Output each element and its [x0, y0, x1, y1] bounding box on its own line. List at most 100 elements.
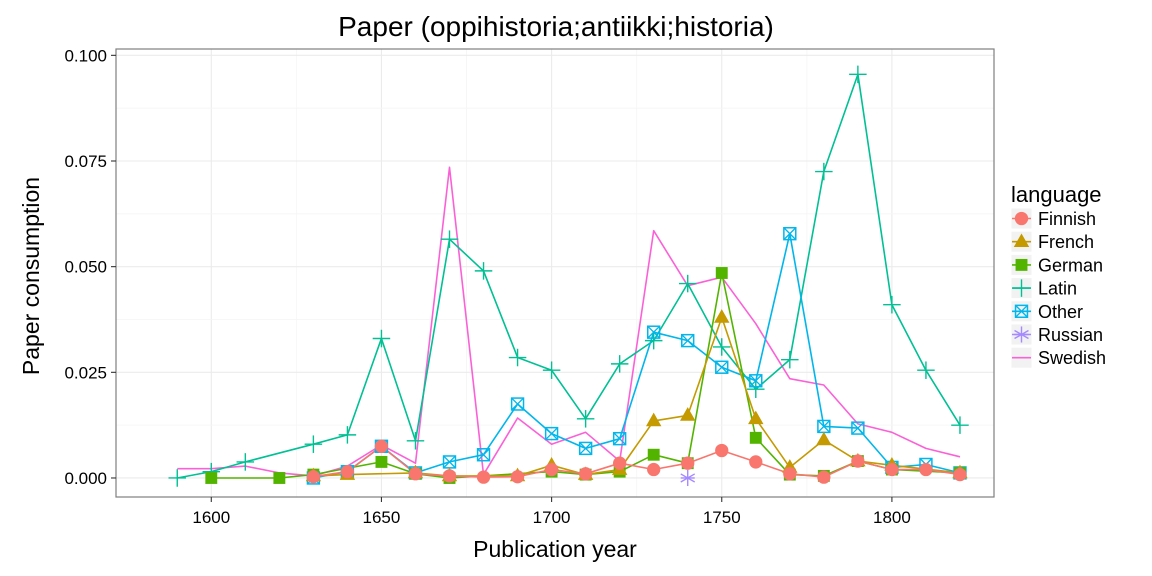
- data-point-latin: [951, 416, 969, 434]
- data-point-other: [646, 325, 661, 339]
- data-point-latin: [338, 426, 357, 444]
- data-point-german: [749, 431, 762, 444]
- data-point-finnish: [681, 456, 695, 470]
- data-point-latin: [576, 410, 595, 428]
- data-point-russian: [680, 469, 696, 487]
- data-point-latin: [474, 262, 493, 280]
- legend-item-swedish: Swedish: [1010, 346, 1106, 369]
- legend-label-french: French: [1038, 232, 1094, 252]
- data-point-finnish: [408, 467, 423, 481]
- data-point-finnish: [783, 467, 797, 481]
- x-axis: 1600 1650 1700 1750 1800: [192, 497, 911, 527]
- data-point-german: [205, 472, 218, 484]
- data-point-other: [681, 333, 695, 348]
- data-point-finnish: [306, 470, 321, 484]
- data-point-finnish: [578, 467, 593, 481]
- x-tick-label: 1800: [873, 508, 911, 527]
- data-point-latin: [168, 469, 187, 487]
- data-point-latin: [542, 361, 561, 379]
- data-point-latin: [440, 230, 459, 248]
- data-point-finnish: [885, 462, 899, 477]
- data-point-finnish: [953, 467, 967, 482]
- legend-key-marker-finnish: [1014, 211, 1029, 226]
- legend-label-swedish: Swedish: [1038, 348, 1106, 368]
- legend-item-other: Other: [1010, 300, 1083, 323]
- data-point-german: [375, 455, 388, 468]
- data-point-latin: [406, 432, 425, 450]
- legend-key-marker-german: [1015, 258, 1028, 271]
- chart-title: Paper (oppihistoria;antiikki;historia): [338, 11, 774, 42]
- data-point-german: [647, 448, 660, 461]
- data-point-latin: [644, 331, 663, 350]
- data-point-finnish: [919, 462, 933, 477]
- series-markers-latin: [168, 65, 969, 487]
- data-point-latin: [713, 338, 731, 356]
- data-point-french: [645, 412, 662, 427]
- data-point-french: [680, 407, 696, 421]
- data-point-latin: [815, 162, 833, 181]
- y-tick-label: 0.100: [64, 46, 107, 65]
- data-point-finnish: [851, 454, 865, 468]
- data-point-finnish: [647, 462, 661, 477]
- legend-label-russian: Russian: [1038, 325, 1103, 345]
- data-point-other: [715, 360, 729, 374]
- legend-items: Finnish French German Latin Other Russian Swed…: [1010, 207, 1106, 369]
- legend-label-latin: Latin: [1038, 279, 1077, 299]
- legend-label-other: Other: [1038, 302, 1083, 322]
- legend-key-marker-french: [1013, 233, 1030, 248]
- data-point-finnish: [749, 455, 763, 469]
- y-axis-title: Paper consumption: [18, 177, 44, 375]
- data-point-latin: [917, 361, 935, 379]
- x-tick-label: 1700: [533, 508, 571, 527]
- data-point-latin: [610, 355, 629, 373]
- data-point-finnish: [715, 443, 729, 458]
- data-point-other: [544, 426, 559, 441]
- legend-title: language: [1011, 182, 1102, 207]
- x-tick-label: 1600: [192, 508, 230, 527]
- y-tick-label: 0.000: [64, 469, 107, 488]
- x-axis-title: Publication year: [473, 536, 637, 562]
- series-layer: [168, 65, 969, 487]
- data-point-french: [816, 431, 832, 446]
- data-point-latin: [508, 348, 527, 367]
- data-point-latin: [781, 350, 799, 369]
- y-tick-label: 0.050: [64, 258, 107, 277]
- legend-key-marker-latin: [1012, 279, 1031, 297]
- legend-item-latin: Latin: [1010, 277, 1077, 300]
- y-axis: 0.000 0.025 0.050 0.075 0.100: [64, 46, 116, 488]
- data-point-finnish: [476, 470, 491, 484]
- legend: language Finnish French German Latin Other Ru…: [1010, 182, 1106, 369]
- legend-label-finnish: Finnish: [1038, 209, 1096, 229]
- x-tick-label: 1650: [363, 508, 401, 527]
- data-point-latin: [304, 435, 323, 453]
- series-markers-russian: [680, 469, 696, 487]
- x-tick-label: 1750: [703, 508, 741, 527]
- data-point-german: [273, 472, 286, 484]
- data-point-finnish: [510, 470, 525, 484]
- data-point-other: [510, 397, 525, 411]
- data-point-finnish: [442, 469, 457, 483]
- legend-key-marker-russian: [1014, 326, 1029, 343]
- data-point-french: [714, 309, 730, 323]
- data-point-other: [783, 226, 797, 241]
- data-point-finnish: [340, 464, 355, 479]
- plot-panel: [116, 49, 994, 497]
- y-tick-label: 0.025: [64, 363, 107, 382]
- data-point-latin: [236, 453, 255, 471]
- data-point-german: [715, 267, 728, 279]
- legend-item-french: French: [1010, 230, 1094, 253]
- data-point-latin: [372, 329, 391, 348]
- data-point-finnish: [817, 470, 831, 484]
- plot-border: [115, 48, 995, 498]
- legend-item-german: German: [1010, 253, 1103, 276]
- data-point-finnish: [544, 462, 559, 477]
- data-point-other: [749, 374, 763, 388]
- data-point-finnish: [374, 439, 389, 453]
- grid-lines: [116, 49, 994, 497]
- data-point-other: [578, 441, 593, 456]
- data-point-french: [748, 410, 764, 425]
- data-point-other: [851, 421, 865, 435]
- data-point-latin: [849, 65, 867, 84]
- data-point-finnish: [613, 456, 627, 470]
- series-markers-finnish: [306, 439, 967, 484]
